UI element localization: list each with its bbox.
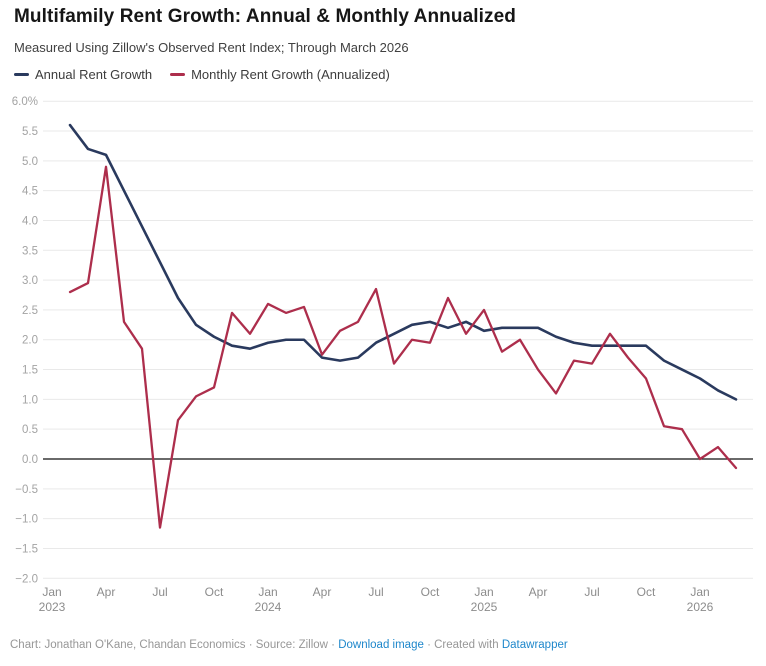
x-axis-tick-label: Jan: [258, 585, 277, 599]
x-axis-tick-year-label: 2023: [39, 600, 66, 614]
monthly-line: [68, 165, 738, 529]
y-axis-tick-label: 2.0: [22, 335, 38, 347]
x-axis-tick-label: Oct: [421, 585, 440, 599]
chart-subtitle: Measured Using Zillow's Observed Rent In…: [14, 40, 409, 55]
y-axis-tick-label: −0.5: [15, 484, 38, 496]
footer-text: · Created with: [423, 639, 502, 651]
y-axis-tick-label: 5.5: [22, 126, 38, 138]
x-axis-tick-label: Jan: [690, 585, 709, 599]
legend-item: Monthly Rent Growth (Annualized): [170, 67, 390, 82]
legend-swatch-icon: [170, 73, 186, 76]
legend-swatch-icon: [14, 73, 29, 76]
y-axis-tick-label: 3.0: [22, 275, 38, 287]
x-axis-tick-label: Oct: [205, 585, 224, 599]
legend-label: Annual Rent Growth: [35, 67, 153, 82]
y-axis-tick-label: 0.0: [22, 454, 38, 466]
legend-item: Annual Rent Growth: [14, 67, 152, 82]
y-axis-tick-label: 0.5: [22, 424, 38, 436]
y-axis-tick-label: −1.5: [15, 543, 38, 555]
line-chart: 6.0% 5.5 5.0 4.5 4.0 3.5 3.0 2.5 2.0 1.5 1.0 0.5 0.0…: [12, 96, 753, 614]
x-axis-tick-year-label: 2024: [255, 600, 282, 614]
y-axis-tick-label: 3.5: [22, 245, 38, 257]
footer: Chart: Jonathan O'Kane, Chandan Economic…: [10, 639, 568, 651]
y-axis-tick-label: 4.5: [22, 186, 38, 198]
x-axis-tick-label: Apr: [97, 585, 116, 599]
x-axis-tick-year-label: 2025: [471, 600, 498, 614]
y-axis-tick-label: −2.0: [15, 573, 38, 585]
x-axis-tick-label: Apr: [313, 585, 332, 599]
x-axis-tick-label: Jul: [152, 585, 167, 599]
x-axis-tick-label: Oct: [637, 585, 656, 599]
datawrapper-link[interactable]: Datawrapper: [501, 639, 568, 651]
x-axis-tick-label: Jan: [42, 585, 61, 599]
y-axis-tick-label: 2.5: [22, 305, 38, 317]
download-image-link[interactable]: Download image: [338, 639, 424, 651]
y-axis-tick-label: 1.5: [22, 365, 38, 377]
y-axis-tick-label: −1.0: [15, 514, 38, 526]
x-axis-tick-label: Jan: [474, 585, 493, 599]
chart-title: Multifamily Rent Growth: Annual & Monthl…: [14, 6, 516, 27]
x-axis-tick-label: Jul: [368, 585, 383, 599]
y-axis-tick-label: 4.0: [22, 215, 38, 227]
y-axis-tick-label: 1.0: [22, 394, 38, 406]
footer-text: Chart: Jonathan O'Kane, Chandan Economic…: [10, 639, 339, 651]
x-axis-tick-year-label: 2026: [687, 600, 714, 614]
legend-label: Monthly Rent Growth (Annualized): [191, 67, 390, 82]
legend: Annual Rent Growth Monthly Rent Growth (A…: [14, 67, 390, 82]
x-axis-tick-label: Jul: [584, 585, 599, 599]
x-axis-tick-label: Apr: [529, 585, 548, 599]
y-axis-tick-label: 5.0: [22, 156, 38, 168]
y-axis-tick-label: 6.0%: [12, 96, 38, 108]
annual-line: [68, 123, 738, 401]
